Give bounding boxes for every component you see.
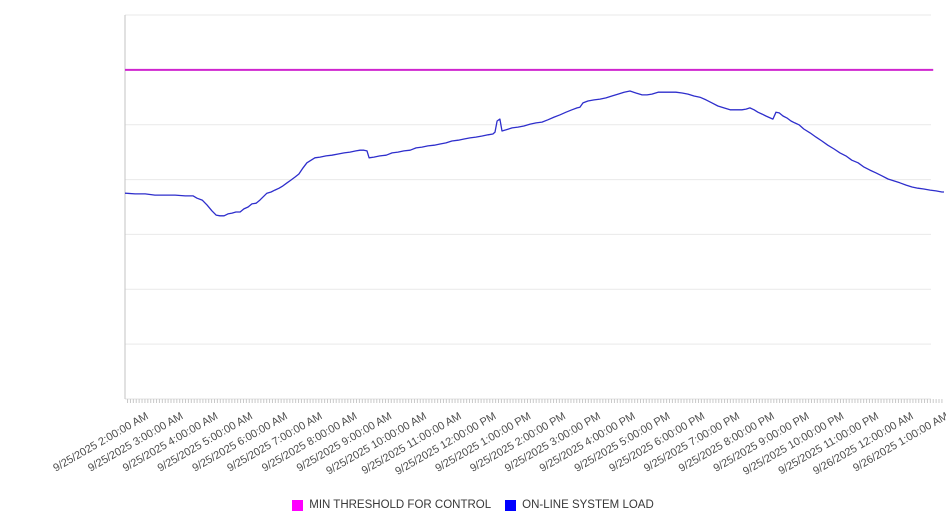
legend-item-min-threshold: MIN THRESHOLD FOR CONTROL bbox=[292, 499, 491, 511]
system-load-line bbox=[124, 90, 944, 217]
load-chart: 9/25/2025 2:00:00 AM9/25/2025 3:00:00 AM… bbox=[51, 14, 946, 478]
legend-swatch-min-threshold bbox=[292, 499, 304, 511]
legend-label-system-load: ON-LINE SYSTEM LOAD bbox=[522, 499, 654, 511]
chart-legend: MIN THRESHOLD FOR CONTROL ON-LINE SYSTEM… bbox=[0, 494, 946, 516]
legend-label-min-threshold: MIN THRESHOLD FOR CONTROL bbox=[309, 499, 492, 511]
legend-item-system-load: ON-LINE SYSTEM LOAD bbox=[505, 499, 654, 511]
legend-swatch-system-load bbox=[505, 499, 517, 511]
